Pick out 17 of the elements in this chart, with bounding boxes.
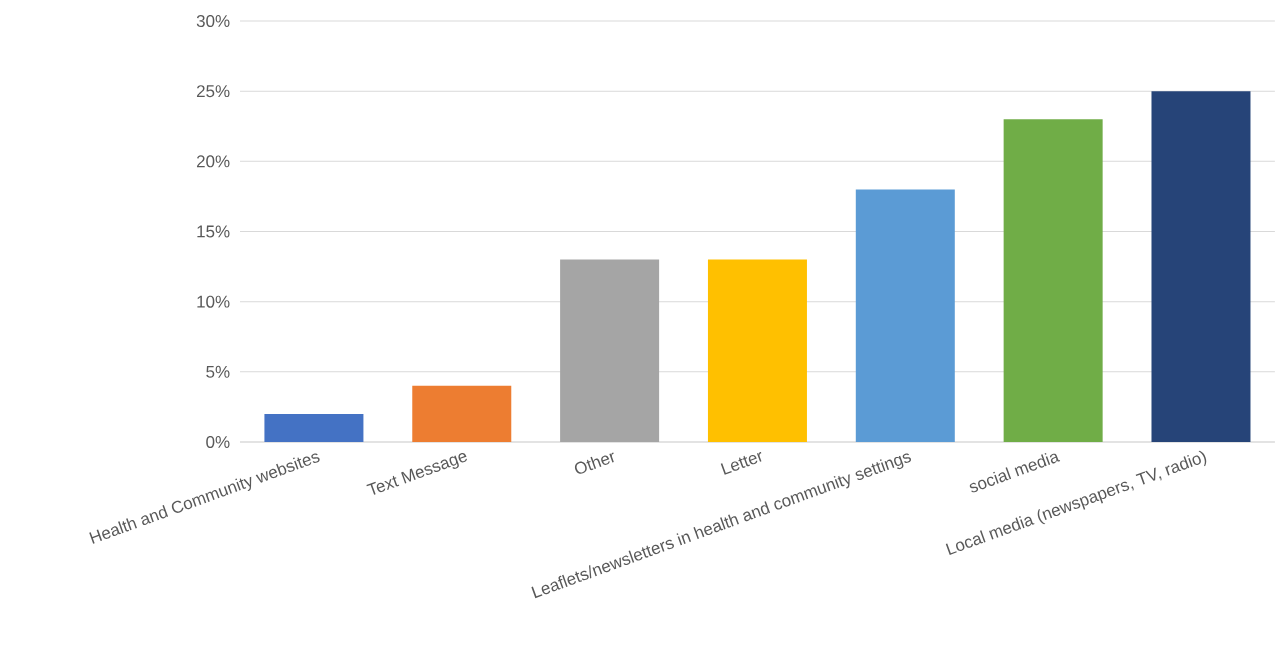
- y-tick-label: 0%: [206, 435, 230, 449]
- x-tick-label: Other: [574, 452, 614, 474]
- bar: [707, 259, 807, 442]
- y-tick-label: 25%: [196, 85, 230, 98]
- bar: [1003, 119, 1103, 442]
- bar: [264, 413, 364, 442]
- bar: [1151, 91, 1251, 442]
- y-tick-label: 20%: [196, 155, 230, 168]
- bar: [560, 259, 660, 442]
- y-tick-label: 30%: [196, 14, 230, 28]
- y-tick-label: 10%: [197, 295, 230, 308]
- y-tick-label: 15%: [197, 225, 230, 238]
- bar: [412, 385, 512, 442]
- x-tick-label: Letter: [720, 451, 762, 475]
- bar: [855, 189, 955, 442]
- y-tick-label: 5%: [206, 365, 230, 378]
- x-tick-label: social media: [969, 452, 1061, 493]
